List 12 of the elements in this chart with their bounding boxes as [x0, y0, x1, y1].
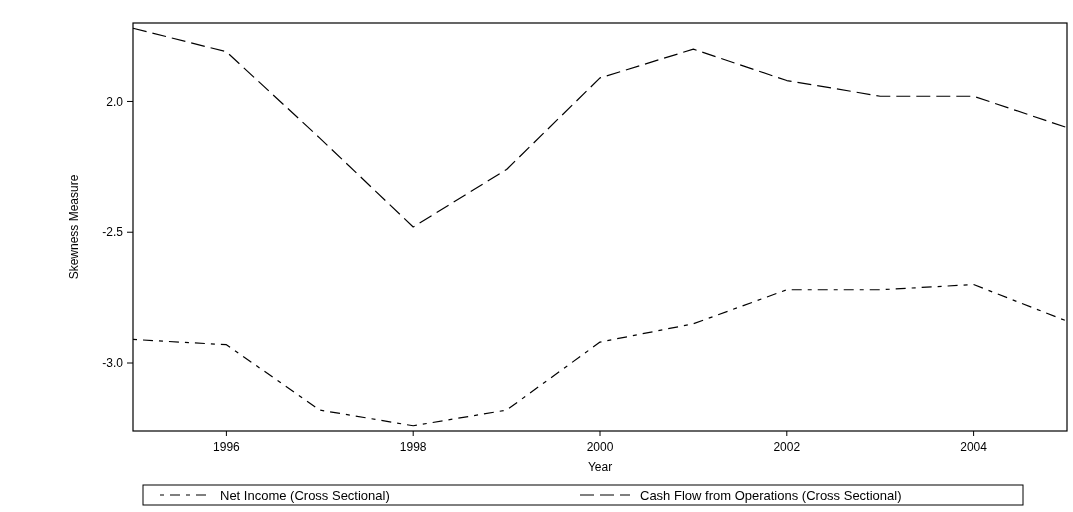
x-tick-label: 2004 — [960, 440, 988, 454]
x-tick-label: 2000 — [586, 440, 614, 454]
y-axis-title: Skewness Measure — [67, 174, 81, 280]
y-tick-label: -3.0 — [102, 356, 124, 371]
legend-label: Net Income (Cross Sectional) — [220, 487, 390, 503]
x-tick-label: 1996 — [213, 440, 241, 454]
y-tick-label: -2.5 — [102, 225, 124, 240]
x-axis-title: Year — [587, 460, 613, 474]
legend-label: Cash Flow from Operations (Cross Sectional) — [640, 487, 902, 503]
x-tick-label: 2002 — [773, 440, 801, 454]
y-tick-label: 2.0 — [106, 94, 124, 109]
x-tick-label: 1998 — [399, 440, 427, 454]
